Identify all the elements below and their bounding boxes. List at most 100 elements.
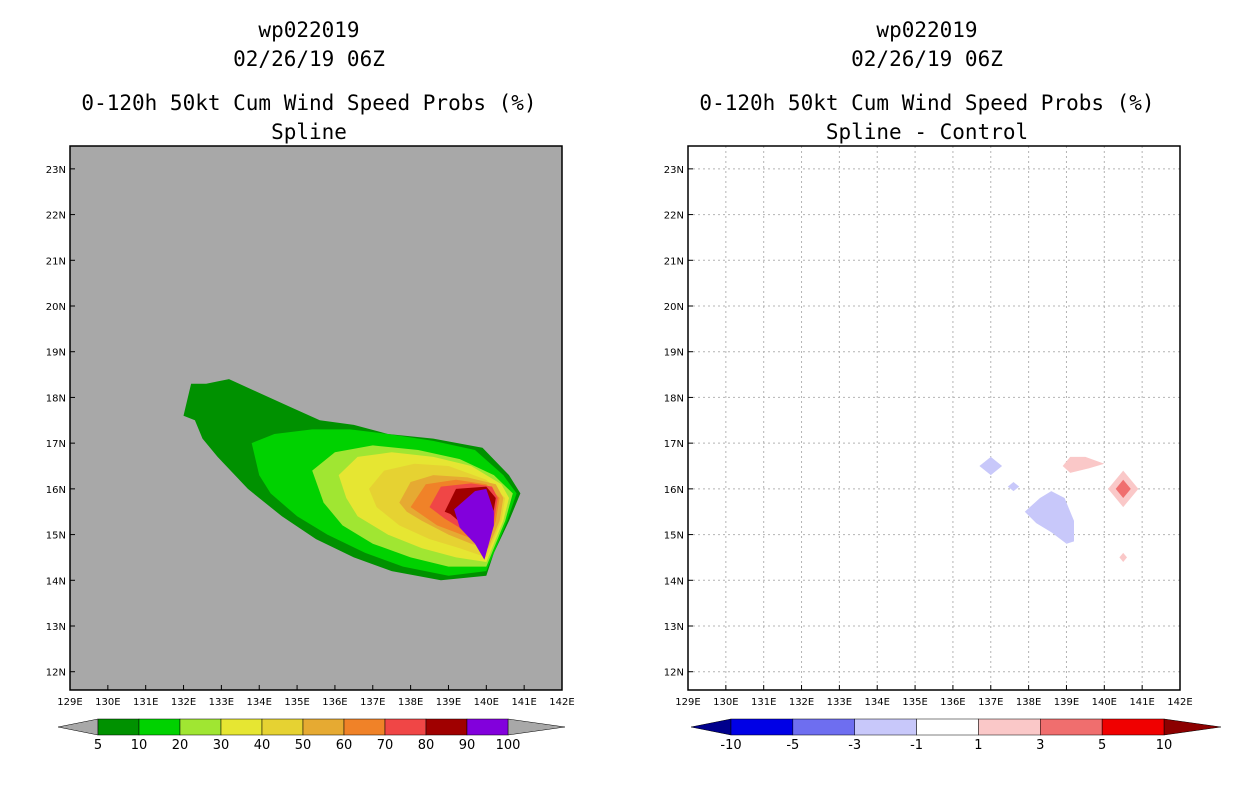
x-tick-label: 140E [1092,697,1117,708]
x-tick-label: 132E [171,697,196,708]
x-tick-label: 142E [1167,697,1192,708]
chart-title-product: 0-120h 50kt Cum Wind Speed Probs (%) [81,91,537,115]
contour--3to-1 [979,456,1003,476]
y-tick-label: 18N [664,393,684,404]
y-tick-label: 21N [664,256,684,267]
legend-label: 20 [172,738,189,753]
x-tick-label: 130E [95,697,120,708]
chart-title-product: 0-120h 50kt Cum Wind Speed Probs (%) [699,91,1155,115]
legend-swatch [220,718,263,736]
contour-1to3 [1062,456,1105,473]
y-tick-label: 16N [664,485,684,496]
chart-title-datetime: 02/26/19 06Z [233,47,385,71]
y-tick-label: 15N [46,531,66,542]
legend-swatch [1101,718,1165,736]
contour--3to-1 [1024,491,1074,544]
x-tick-label: 141E [1129,697,1154,708]
x-tick-label: 133E [827,697,852,708]
legend-arrow-low [57,718,99,736]
y-tick-label: 13N [46,622,66,633]
legend-label: 80 [418,738,435,753]
y-tick-label: 19N [664,348,684,359]
plot-background [688,146,1180,690]
y-tick-label: 12N [664,668,684,679]
left-chart-panel: wp022019 02/26/19 06Z 0-120h 50kt Cum Wi… [46,18,575,753]
x-tick-label: 132E [789,697,814,708]
legend-swatch [1040,718,1103,736]
x-tick-label: 137E [360,697,385,708]
legend-label: 60 [336,738,353,753]
x-tick-label: 135E [902,697,927,708]
legend-label: 40 [254,738,271,753]
x-tick-label: 129E [675,697,700,708]
x-tick-label: 142E [549,697,574,708]
legend-label: 10 [1156,738,1173,753]
x-tick-label: 141E [511,697,536,708]
legend-swatch [792,718,855,736]
y-tick-label: 13N [664,622,684,633]
difference-map: 129E 130E 131E 132E 133E 134E 135E 136E 137E 138E… [664,145,1222,753]
legend-label: 70 [377,738,394,753]
y-tick-label: 20N [664,302,684,313]
legend-swatch [730,718,794,736]
x-tick-label: 135E [284,697,309,708]
y-tick-label: 19N [46,348,66,359]
chart-title-storm-id: wp022019 [876,18,978,42]
y-tick-label: 23N [46,165,66,176]
contour--3to-1 [1007,482,1020,492]
x-tick-label: 138E [1016,697,1041,708]
y-tick-label: 17N [664,439,684,450]
legend-label: -10 [720,738,741,753]
x-tick-label: 137E [978,697,1003,708]
right-chart-panel: wp022019 02/26/19 06Z 0-120h 50kt Cum Wi… [618,0,1236,800]
legend-swatch [138,718,181,736]
legend-swatch [384,718,427,736]
legend-label: 30 [213,738,230,753]
y-tick-label: 18N [46,393,66,404]
x-tick-label: 139E [436,697,461,708]
legend-swatch [916,718,979,736]
legend-label: 5 [1098,738,1106,753]
contour-3to5 [1115,479,1131,498]
x-tick-label: 134E [865,697,890,708]
plot-frame [687,145,1181,691]
x-tick-label: 138E [398,697,423,708]
legend-label: 10 [131,738,148,753]
x-tick-label: 139E [1054,697,1079,708]
y-tick-label: 14N [664,576,684,587]
x-tick-label: 140E [474,697,499,708]
legend-swatch [466,718,509,736]
chart-title-datetime: 02/26/19 06Z [851,47,1003,71]
legend-label: 50 [295,738,312,753]
x-tick-label: 129E [57,697,82,708]
legend-swatch [978,718,1041,736]
legend-arrow-high [1163,718,1222,736]
y-tick-label: 17N [46,439,66,450]
chart-subtitle: Spline [271,120,347,144]
legend-swatch [343,718,386,736]
grid-lines [688,146,1180,690]
y-tick-label: 14N [46,576,66,587]
legend-label: 5 [94,738,102,753]
legend-label: 1 [974,738,982,753]
legend-swatch [425,718,468,736]
y-tick-label: 15N [664,531,684,542]
x-tick-label: 134E [247,697,272,708]
contour-90-100 [454,488,494,560]
probability-map: 129E 130E 131E 132E 133E 134E 135E 136E 137E 138E… [46,145,575,753]
legend-label: -5 [786,738,799,753]
y-tick-label: 16N [46,485,66,496]
contour-1to3 [1119,552,1127,562]
y-tick-label: 12N [46,668,66,679]
x-tick-label: 131E [751,697,776,708]
legend-swatch [179,718,222,736]
x-tick-label: 131E [133,697,158,708]
x-tick-label: 133E [209,697,234,708]
legend-label: -1 [910,738,923,753]
y-tick-label: 20N [46,302,66,313]
x-tick-label: 136E [940,697,965,708]
legend-swatch [302,718,345,736]
y-tick-label: 22N [664,211,684,222]
legend-label: 100 [496,738,521,753]
plot-background [70,146,562,690]
